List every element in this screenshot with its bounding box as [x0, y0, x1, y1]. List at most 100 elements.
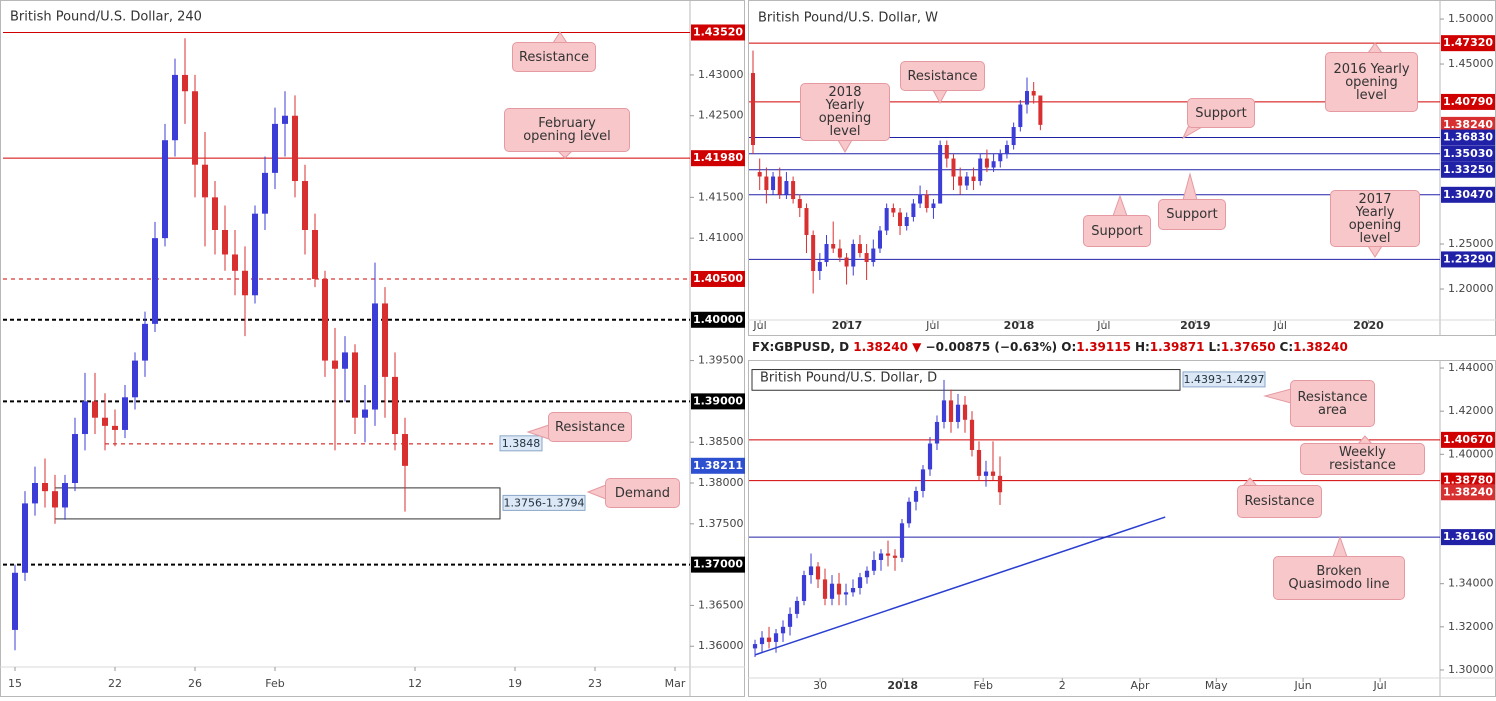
candle-body	[152, 238, 158, 324]
symbol: FX:GBPUSD, D	[752, 340, 850, 354]
x-tick-label: 15	[8, 677, 22, 690]
candle-body	[920, 469, 926, 491]
level-label: 1.40670	[1443, 433, 1493, 446]
annotation: 2018 Yearly opening level	[800, 83, 890, 141]
annotation: February opening level	[504, 108, 630, 152]
x-tick-label: 2019	[1180, 319, 1211, 332]
candle-body	[1018, 104, 1023, 128]
candle-body	[851, 244, 856, 267]
candle-body	[829, 583, 835, 599]
candle-body	[312, 229, 318, 279]
y-tick-label: 1.37500	[698, 517, 744, 530]
x-tick-label: 23	[588, 677, 602, 690]
candle-body	[192, 91, 198, 165]
candle-body	[784, 181, 789, 195]
annotation: Resistance	[1237, 485, 1322, 518]
x-tick-label: Jun	[1293, 679, 1311, 692]
annotation: Resistance area	[1290, 380, 1375, 427]
annotation: Demand	[605, 478, 680, 508]
y-tick-label: 1.38000	[698, 476, 744, 489]
last-price: 1.38240	[853, 340, 908, 354]
y-tick-label: 1.41000	[698, 231, 744, 244]
candle-body	[352, 352, 358, 418]
candle-body	[978, 158, 983, 182]
candle-body	[958, 176, 963, 186]
panel-frame	[748, 0, 1496, 336]
candle-body	[904, 217, 909, 227]
candle-body	[791, 181, 796, 200]
candle-body	[924, 194, 929, 209]
candle-body	[1011, 127, 1016, 146]
title-bg	[754, 8, 969, 28]
candle-body	[998, 154, 1003, 162]
candle-body	[252, 213, 258, 296]
candle-body	[991, 161, 996, 168]
level-label: 1.36830	[1443, 131, 1493, 144]
candle-body	[262, 172, 268, 214]
level-inline-label: 1.3848	[502, 437, 541, 450]
candle-body	[941, 400, 947, 422]
candle-body	[983, 471, 989, 476]
candle-body	[843, 592, 849, 595]
trendline	[754, 516, 1166, 656]
candle-body	[797, 199, 802, 209]
candle-body	[824, 244, 829, 263]
candle-body	[182, 74, 188, 92]
y-tick-label: 1.42000	[1448, 404, 1494, 417]
level-label: 1.38780	[1443, 474, 1493, 487]
candle-body	[32, 482, 38, 504]
candle-body	[172, 74, 178, 141]
candle-body	[962, 404, 968, 420]
level-label-bg	[1441, 129, 1495, 146]
x-tick-label: 2	[1059, 679, 1066, 692]
level-label-bg	[1441, 35, 1495, 52]
candle-body	[871, 559, 877, 571]
ohlc-value: 1.39871	[1149, 340, 1205, 354]
x-tick-label: Jul	[1372, 679, 1386, 692]
y-tick-label: 1.50000	[1448, 12, 1494, 25]
y-tick-label: 1.32000	[1448, 620, 1494, 633]
level-label-bg	[691, 311, 745, 328]
candle-body	[808, 566, 814, 576]
candle-body	[899, 523, 905, 558]
candle-body	[22, 503, 28, 573]
level-label: 1.40000	[693, 313, 743, 326]
level-label-bg	[1441, 116, 1495, 133]
level-label: 1.41980	[693, 151, 743, 164]
candle-body	[222, 229, 228, 255]
annotation: Resistance	[900, 61, 985, 91]
ohlc-label: H:	[1134, 340, 1150, 354]
candle-body	[934, 421, 940, 444]
y-tick-label: 1.43000	[698, 68, 744, 81]
annotation: Broken Quasimodo line	[1273, 556, 1405, 600]
candle-body	[42, 482, 48, 492]
ohlc-label: L:	[1208, 340, 1221, 354]
level-label-bg	[691, 556, 745, 573]
candle-body	[864, 253, 869, 263]
x-tick-label: 2017	[832, 319, 863, 332]
zone-label: 1.3756-1.3794	[504, 496, 585, 509]
candle-body	[202, 164, 208, 198]
candle-body	[52, 491, 58, 508]
annotation: Support	[1158, 199, 1226, 230]
ohlc-value: 1.38240	[1293, 340, 1348, 354]
candle-body	[1038, 95, 1043, 125]
candle-body	[971, 176, 976, 182]
y-tick-label: 1.40000	[1448, 447, 1494, 460]
candle-body	[837, 248, 842, 258]
ohlc-label: C:	[1279, 340, 1294, 354]
level-label-bg	[1441, 93, 1495, 110]
candle-body	[777, 176, 782, 195]
candle-body	[1004, 145, 1009, 155]
change: −0.00875 (−0.63%)	[925, 340, 1058, 354]
y-tick-label: 1.30000	[1448, 663, 1494, 676]
level-label-bg	[1441, 529, 1495, 546]
zone-label: 1.4393-1.4297	[1184, 373, 1265, 386]
x-tick-label: Jul	[1273, 319, 1287, 332]
annotation: Support	[1083, 215, 1151, 247]
candle-body	[332, 360, 338, 369]
annotation: 2017 Yearly opening level	[1330, 190, 1420, 247]
candle-body	[815, 566, 821, 580]
candle-body	[322, 278, 328, 361]
candle-body	[906, 501, 912, 524]
